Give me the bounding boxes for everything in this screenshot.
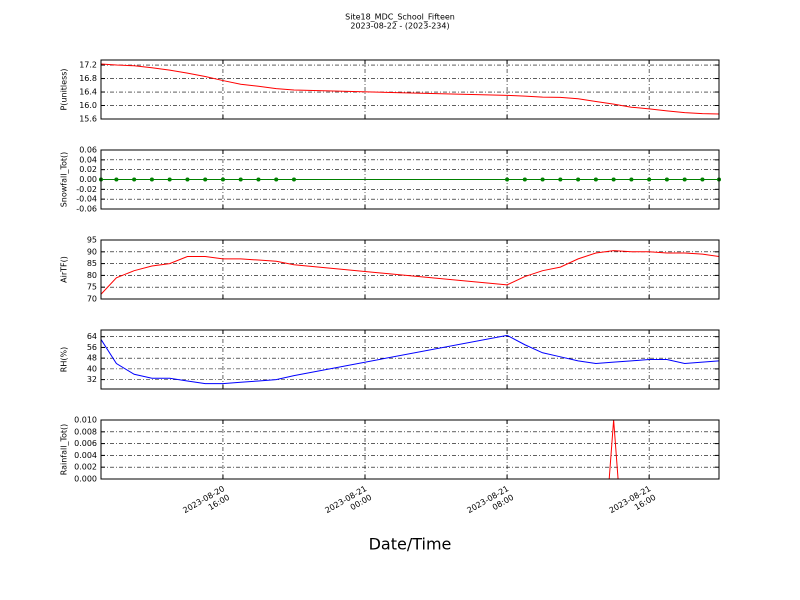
y-tick-label: 40	[87, 364, 97, 373]
y-tick-label: 0.04	[79, 155, 97, 164]
x-axis-label: Date/Time	[369, 535, 452, 554]
marker	[700, 177, 705, 182]
subtitle: 2023-08-22 - (2023-234)	[350, 22, 449, 31]
marker	[611, 177, 616, 182]
marker	[664, 177, 669, 182]
marker	[185, 177, 190, 182]
panel: 70 75 80 85 90 95 AirTF()	[60, 236, 720, 304]
marker	[576, 177, 581, 182]
y-tick-label: -0.06	[76, 205, 97, 214]
marker	[291, 177, 296, 182]
y-tick-label: 48	[87, 354, 97, 363]
panel: 0.000 0.002 0.004 0.006 0.008 0.010 Rainfall_T…	[60, 416, 720, 484]
y-axis-label: AirTF()	[60, 256, 69, 283]
marker	[558, 177, 563, 182]
y-tick-label: -0.02	[76, 185, 97, 194]
y-axis-label: Rainfall_Tot()	[60, 424, 69, 476]
y-axis-label: RH(%)	[60, 347, 69, 372]
y-axis-label: Snowfall_Tot()	[60, 152, 69, 208]
title: Site18_MDC_School_Fifteen	[345, 13, 455, 22]
y-tick-label: 16.8	[79, 74, 97, 83]
marker	[647, 177, 652, 182]
marker	[540, 177, 545, 182]
y-tick-label: 0.02	[79, 165, 97, 174]
marker	[203, 177, 208, 182]
marker	[132, 177, 137, 182]
marker	[114, 177, 119, 182]
y-tick-label: -0.04	[76, 195, 97, 204]
panel: 15.6 16.0 16.4 16.8 17.2 P(unitless)	[60, 59, 720, 124]
marker	[167, 177, 172, 182]
marker	[505, 177, 510, 182]
marker	[522, 177, 527, 182]
marker	[274, 177, 279, 182]
y-tick-label: 0.004	[74, 451, 97, 460]
y-tick-label: 90	[87, 247, 97, 256]
y-tick-label: 95	[87, 236, 97, 245]
line	[101, 420, 719, 479]
y-tick-label: 32	[87, 375, 97, 384]
plot-frame	[100, 329, 720, 390]
plot-frame	[100, 419, 720, 480]
plot-frame	[100, 149, 720, 210]
y-axis-label: P(unitless)	[60, 68, 69, 110]
line	[101, 250, 719, 295]
y-tick-label: 0.008	[74, 427, 97, 436]
y-tick-label: 16.0	[79, 101, 97, 110]
marker	[238, 177, 243, 182]
plot-frame	[100, 239, 720, 300]
y-tick-label: 56	[87, 343, 97, 352]
line	[101, 63, 719, 115]
plot-frame	[100, 59, 720, 120]
marker	[593, 177, 598, 182]
line	[101, 334, 719, 385]
marker	[629, 177, 634, 182]
marker	[149, 177, 154, 182]
y-tick-label: 15.6	[79, 115, 97, 124]
panel: -0.06-0.04-0.020.000.020.040.06 Snowfall_…	[60, 146, 721, 214]
y-tick-label: 0.000	[74, 475, 97, 484]
y-tick-label: 0.006	[74, 439, 97, 448]
y-tick-label: 17.2	[79, 61, 97, 70]
y-tick-label: 16.4	[79, 88, 97, 97]
y-tick-label: 70	[87, 295, 97, 304]
y-tick-label: 0.002	[74, 463, 97, 472]
marker	[682, 177, 687, 182]
y-tick-label: 0.06	[79, 146, 97, 155]
y-tick-label: 0.00	[79, 175, 97, 184]
marker	[220, 177, 225, 182]
marker	[256, 177, 261, 182]
y-tick-label: 0.010	[74, 416, 97, 425]
y-tick-label: 80	[87, 271, 97, 280]
y-tick-label: 85	[87, 259, 97, 268]
y-tick-label: 75	[87, 283, 97, 292]
y-tick-label: 64	[87, 332, 97, 341]
